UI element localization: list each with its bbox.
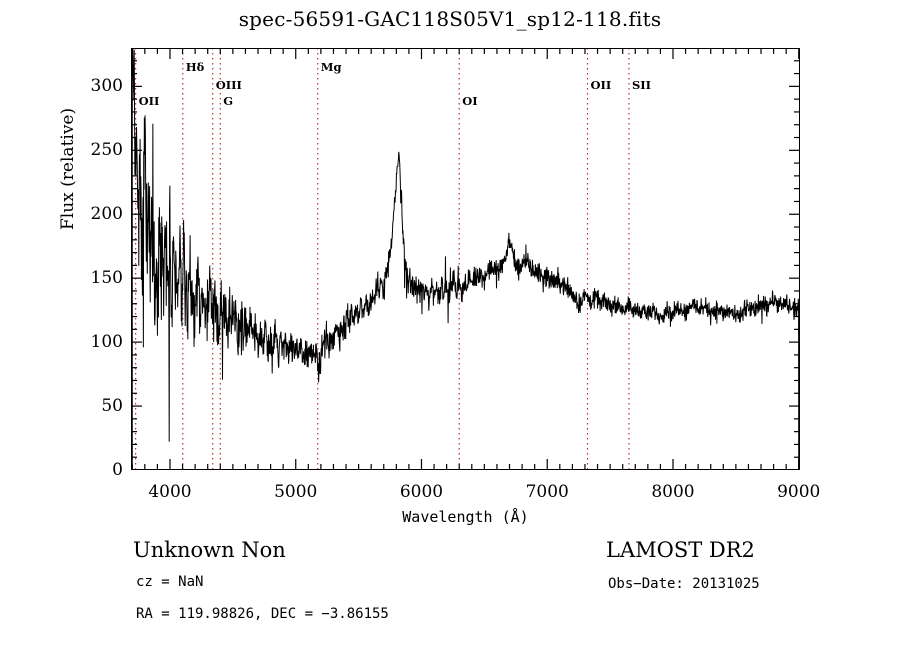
spectrum-canvas bbox=[131, 48, 800, 470]
x-tick-label: 9000 bbox=[777, 482, 821, 502]
footer-cz: cz = NaN bbox=[136, 574, 204, 590]
y-tick-label: 50 bbox=[101, 396, 123, 417]
x-tick-label: 7000 bbox=[525, 482, 569, 502]
y-tick-label: 200 bbox=[90, 204, 123, 225]
x-tick-label: 8000 bbox=[651, 482, 695, 502]
x-tick-label: 5000 bbox=[274, 482, 318, 502]
x-tick-label: 4000 bbox=[148, 482, 192, 502]
y-tick-label: 250 bbox=[90, 140, 123, 161]
marker-label-SII: SII bbox=[631, 78, 652, 92]
y-tick-label: 150 bbox=[90, 268, 123, 289]
y-tick-label: 300 bbox=[90, 76, 123, 97]
marker-label-OII2: OII bbox=[590, 78, 612, 92]
footer-obs-date: Obs−Date: 20131025 bbox=[608, 576, 760, 592]
footer-object-class: Unknown Non bbox=[133, 538, 286, 562]
x-axis-label: Wavelength (Å) bbox=[402, 508, 529, 526]
plot-area[interactable]: OII Hδ OIII G Mg OI OII SII bbox=[131, 48, 800, 470]
marker-label-OI: OI bbox=[462, 94, 478, 108]
plot-frame bbox=[131, 48, 800, 470]
marker-label-Hd: Hδ bbox=[185, 60, 205, 74]
spectrum-trace bbox=[131, 48, 800, 470]
x-tick-label: 6000 bbox=[399, 482, 444, 502]
footer-survey: LAMOST DR2 bbox=[606, 538, 755, 562]
footer-coords: RA = 119.98826, DEC = −3.86155 bbox=[136, 606, 389, 622]
y-tick-label: 100 bbox=[90, 332, 123, 353]
page-title: spec-56591-GAC118S05V1_sp12-118.fits bbox=[238, 7, 662, 31]
marker-label-G: G bbox=[223, 94, 234, 108]
marker-label-OIII: OIII bbox=[215, 78, 242, 92]
marker-label-Mg: Mg bbox=[320, 60, 342, 74]
y-tick-label: 0 bbox=[112, 460, 123, 480]
marker-label-OII: OII bbox=[138, 94, 160, 108]
y-axis-label: Flux (relative) bbox=[58, 107, 78, 230]
